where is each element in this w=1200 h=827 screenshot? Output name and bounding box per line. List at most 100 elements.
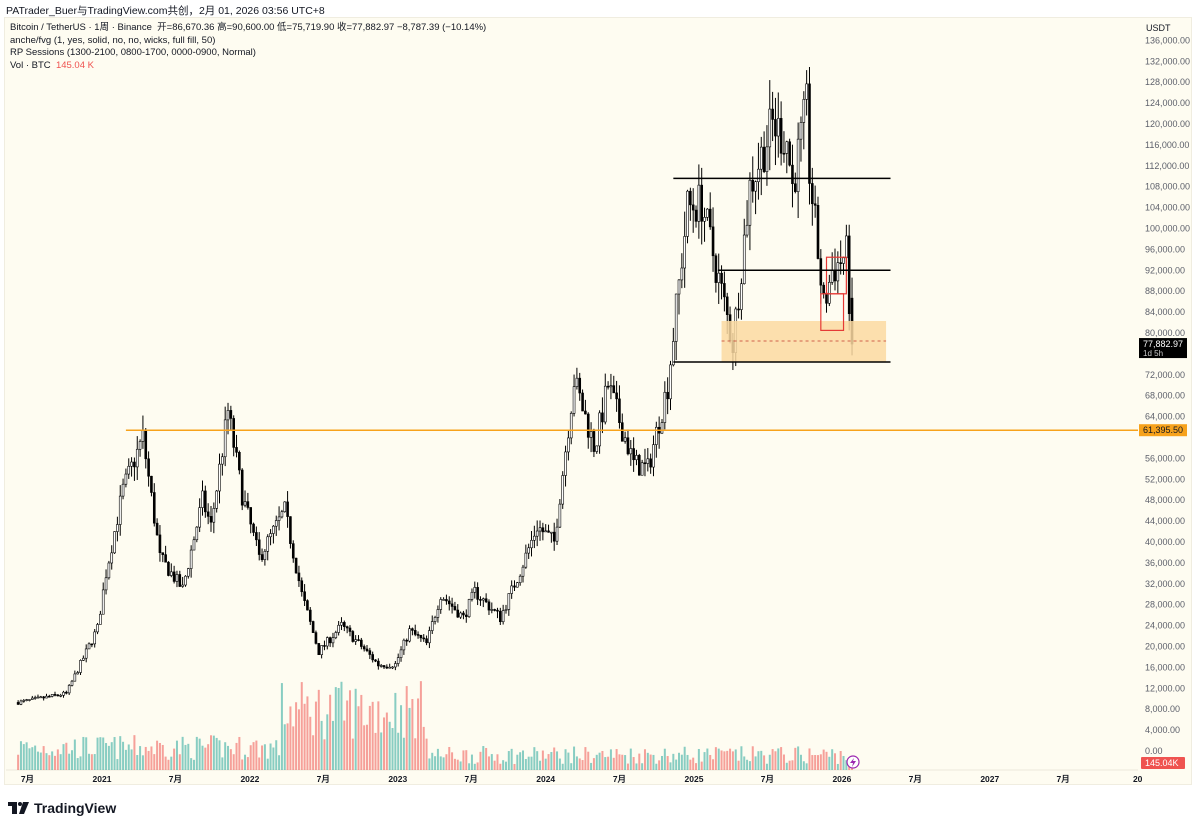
volume-bar xyxy=(124,749,127,770)
y-tick-label: 104,000.00 xyxy=(1145,203,1190,213)
price-chart[interactable]: USDT 0.00 4,000.00 8,000.00 12,000.00 16,000.… xyxy=(0,0,1200,800)
candle-body xyxy=(340,622,343,626)
candle-body xyxy=(212,508,216,523)
candle-body xyxy=(385,666,389,669)
volume-bar xyxy=(726,750,729,770)
candle-body xyxy=(408,628,411,642)
volume-bar xyxy=(170,756,173,770)
volume-bar xyxy=(839,751,842,770)
volume-bar xyxy=(99,737,102,770)
candle-body xyxy=(141,430,145,442)
x-tick-label: 7月 xyxy=(317,774,330,784)
volume-bar xyxy=(314,701,317,770)
volume-bar xyxy=(93,754,96,770)
volume-bar xyxy=(127,744,130,770)
candle-body xyxy=(221,456,224,465)
symbol-line[interactable]: Bitcoin / TetherUS · 1周 · Binance 开=86,6… xyxy=(10,22,486,35)
volume-bar xyxy=(300,682,303,770)
candle-body xyxy=(660,422,664,434)
volume-bar xyxy=(802,761,805,770)
volume-bar xyxy=(371,701,374,770)
volume-bar xyxy=(244,754,247,770)
candle-body xyxy=(606,385,610,388)
volume-bar xyxy=(567,752,570,770)
candle-body xyxy=(550,531,553,534)
x-tick-label: 2023 xyxy=(388,774,407,784)
candle-body xyxy=(31,697,34,700)
volume-bar xyxy=(658,760,661,770)
volume-value-label: 145.04K xyxy=(1145,758,1179,768)
candle-body xyxy=(447,600,451,605)
candle-body xyxy=(714,255,718,283)
volume-bar xyxy=(782,754,785,770)
candle-body xyxy=(745,224,749,236)
volume-bar xyxy=(388,721,391,770)
volume-bars xyxy=(17,681,854,770)
volume-bar xyxy=(275,740,278,770)
candle-body xyxy=(620,422,624,442)
chart-credit: PATrader_Buer与TradingView.com共创，2月 01, 2… xyxy=(6,5,325,17)
candle-body xyxy=(345,626,349,629)
volume-bar xyxy=(442,757,445,770)
volume-bar xyxy=(575,756,578,770)
candle-body xyxy=(377,660,380,667)
candle-body xyxy=(311,621,315,633)
volume-bar xyxy=(618,754,621,770)
volume-bar xyxy=(649,754,652,770)
volume-bar xyxy=(675,759,678,770)
volume-bar xyxy=(601,750,604,770)
candle-body xyxy=(601,412,604,423)
candle-body xyxy=(50,694,54,697)
volume-bar xyxy=(578,758,581,770)
volume-bar xyxy=(329,694,332,770)
volume-bar xyxy=(757,751,760,770)
volume-bar xyxy=(763,755,766,770)
candle-body xyxy=(618,398,621,423)
volume-bar xyxy=(246,757,249,770)
volume-bar xyxy=(819,754,822,770)
volume-bar xyxy=(592,758,595,770)
volume-bar xyxy=(547,754,550,770)
volume-bar xyxy=(133,735,136,770)
candle-body xyxy=(45,695,48,699)
volume-bar xyxy=(227,745,230,770)
volume-bar xyxy=(204,747,207,770)
candle-body xyxy=(107,562,111,579)
candle-body xyxy=(694,209,698,222)
volume-bar xyxy=(65,742,68,770)
candle-body xyxy=(235,447,238,453)
volume-bar xyxy=(297,709,300,770)
x-tick-label: 7月 xyxy=(1057,774,1070,784)
volume-bar xyxy=(434,756,437,770)
candle-body xyxy=(93,631,97,645)
candle-body xyxy=(189,549,193,569)
candle-body xyxy=(677,279,681,295)
x-tick-label: 2025 xyxy=(685,774,704,784)
volume-bar xyxy=(351,738,354,770)
candle-body xyxy=(283,501,287,513)
volume-bar xyxy=(258,757,261,770)
indicator-volume[interactable]: Vol · BTC 145.04 K xyxy=(10,60,486,73)
volume-bar xyxy=(357,706,360,770)
volume-bar xyxy=(366,724,369,770)
volume-bar xyxy=(799,754,802,770)
volume-bar xyxy=(175,740,178,770)
candle-body xyxy=(337,624,340,633)
volume-bar xyxy=(729,748,732,770)
candle-body xyxy=(493,609,496,611)
candle-body xyxy=(530,539,533,549)
volume-bar xyxy=(794,747,797,770)
chart-panel[interactable] xyxy=(4,17,1192,785)
candle-body xyxy=(232,418,235,448)
candle-body xyxy=(768,108,772,148)
volume-bar xyxy=(652,754,655,770)
candle-body xyxy=(680,267,684,281)
candle-body xyxy=(771,108,774,120)
candle-body xyxy=(802,99,806,123)
indicator-fvg[interactable]: anche/fvg (1, yes, solid, no, no, wicks,… xyxy=(10,34,216,46)
volume-bar xyxy=(272,747,275,770)
volume-bar xyxy=(629,748,632,770)
last-price-label: 77,882.97 xyxy=(1143,339,1183,349)
indicator-sessions[interactable]: RP Sessions (1300-2100, 0800-1700, 0000-… xyxy=(10,47,256,58)
candle-body xyxy=(133,461,136,468)
